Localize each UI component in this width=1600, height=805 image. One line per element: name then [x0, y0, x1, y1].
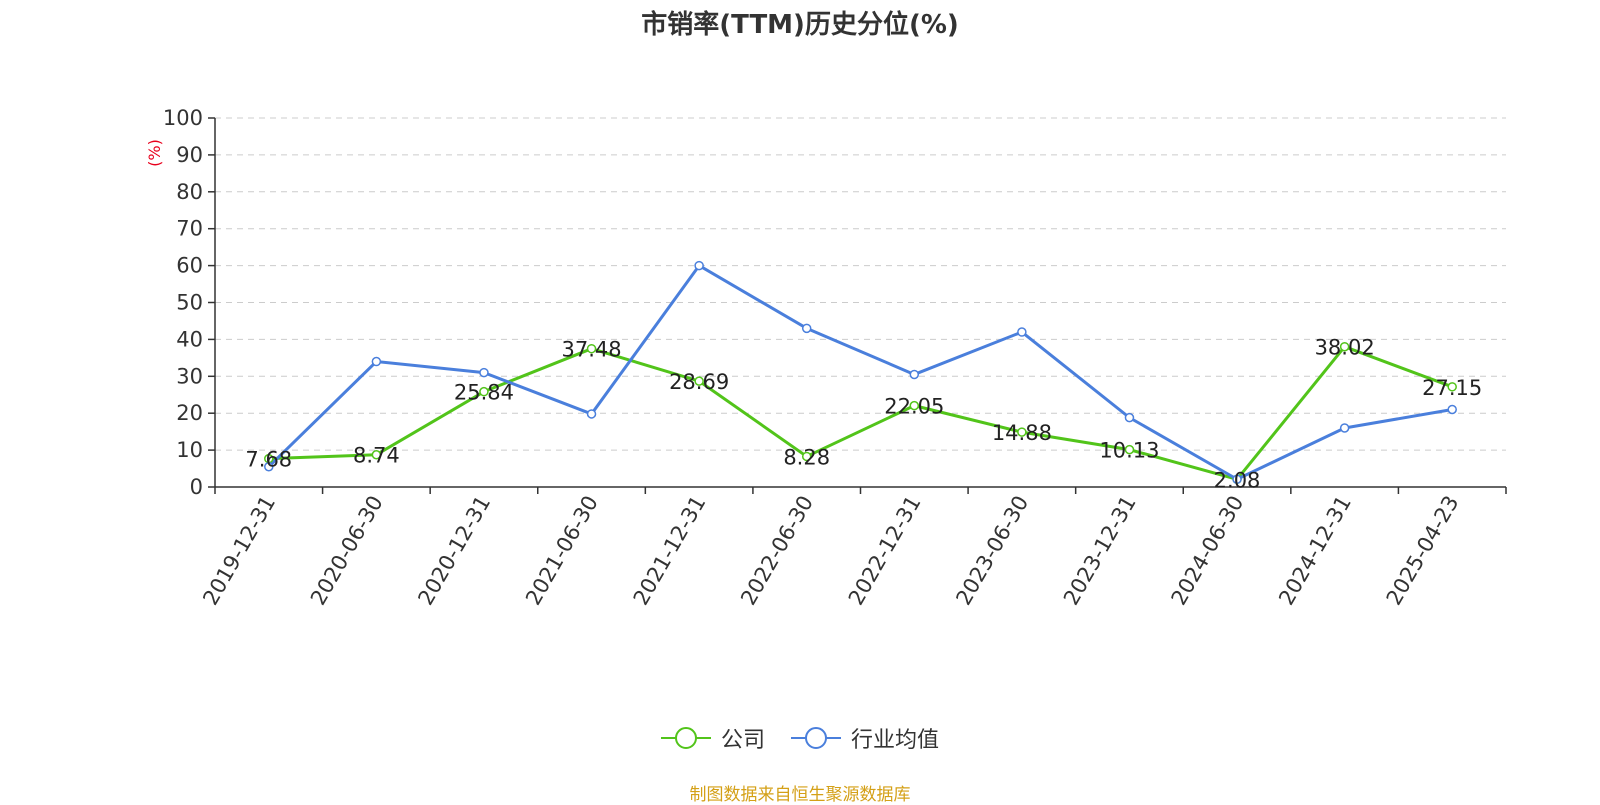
data-label: 10.13: [1099, 439, 1159, 463]
x-tick-label: 2022-06-30: [736, 492, 818, 610]
x-tick-label: 2023-12-31: [1059, 492, 1141, 610]
data-point-0[interactable]: [586, 343, 597, 354]
data-label: 37.48: [561, 338, 621, 362]
source-note: 制图数据来自恒生聚源数据库: [689, 785, 911, 805]
series-line-1: [267, 264, 1453, 481]
data-label: 8.28: [783, 445, 830, 469]
x-tick-label: 2020-12-31: [413, 492, 495, 610]
data-point-1[interactable]: [1017, 327, 1027, 337]
data-label: 14.88: [992, 421, 1052, 445]
x-axis-ticks: 2019-12-31 2020-06-30 2020-12-31 2021-06-30…: [198, 487, 1507, 610]
x-tick-label: 2025-04-23: [1382, 492, 1464, 610]
legend-item-industry[interactable]: 行业均值: [791, 722, 939, 754]
data-point-1[interactable]: [371, 356, 382, 367]
data-point-0[interactable]: [1124, 444, 1135, 455]
x-tick-label: 2019-12-31: [198, 492, 280, 610]
data-point-1[interactable]: [801, 323, 812, 334]
y-tick-label: 30: [176, 364, 203, 388]
data-label: 7.68: [245, 448, 292, 472]
y-tick-label: 80: [176, 180, 203, 204]
data-label: 2.08: [1214, 468, 1261, 492]
grid-lines: [215, 117, 1506, 451]
data-point-1[interactable]: [1339, 423, 1350, 433]
x-tick-label: 2023-06-30: [951, 492, 1033, 610]
data-label: 22.05: [884, 395, 944, 419]
x-tick-label: 2020-06-30: [306, 492, 388, 610]
data-label: 8.74: [353, 444, 400, 468]
x-tick-label: 2024-12-31: [1274, 492, 1356, 610]
data-point-1[interactable]: [586, 409, 597, 419]
data-point-1[interactable]: [264, 461, 274, 472]
y-axis-label: (%): [145, 139, 164, 167]
legend-label-company: 公司: [720, 728, 765, 753]
data-point-1[interactable]: [694, 260, 704, 271]
data-labels-layer: 7.68 8.74 25.84 37.48 28.69 8.28 22.05 14.88 10.…: [245, 336, 1482, 493]
y-tick-label: 20: [176, 401, 203, 425]
data-point-1[interactable]: [909, 369, 920, 380]
legend-item-company[interactable]: 公司: [660, 722, 765, 754]
data-point-1[interactable]: [1447, 404, 1457, 415]
y-tick-label: 40: [176, 327, 203, 351]
data-point-0[interactable]: [1447, 382, 1457, 392]
data-label: 25.84: [454, 381, 514, 405]
legend-label-industry: 行业均值: [851, 728, 940, 753]
y-tick-label: 100: [163, 106, 203, 130]
y-tick-label: 60: [176, 254, 203, 278]
series-layer: [264, 260, 1457, 485]
y-tick-label: 50: [176, 291, 203, 315]
data-point-0[interactable]: [694, 376, 704, 386]
data-label: 28.69: [669, 370, 729, 394]
data-label: 27.15: [1422, 376, 1482, 400]
data-point-1[interactable]: [1232, 474, 1242, 485]
x-tick-label: 2024-06-30: [1167, 492, 1249, 610]
series-line-0: [268, 345, 1453, 481]
legend-marker-company: [660, 727, 711, 749]
x-tick-label: 2022-12-31: [844, 492, 926, 610]
data-label: 38.02: [1315, 336, 1375, 360]
legend-marker-industry: [791, 727, 841, 749]
x-tick-label: 2021-12-31: [629, 492, 711, 610]
chart-title: 市销率(TTM)历史分位(%): [641, 10, 959, 40]
data-point-1[interactable]: [479, 367, 489, 378]
data-point-0[interactable]: [371, 449, 382, 460]
data-point-0[interactable]: [479, 386, 489, 397]
data-point-0[interactable]: [909, 400, 920, 411]
y-tick-label: 10: [176, 438, 203, 462]
data-point-0[interactable]: [801, 451, 812, 462]
y-tick-label: 70: [176, 217, 203, 241]
data-point-0[interactable]: [1017, 427, 1027, 437]
data-point-0[interactable]: [1339, 341, 1350, 352]
x-tick-label: 2021-06-30: [521, 492, 603, 610]
data-point-1[interactable]: [1124, 412, 1135, 423]
y-tick-label: 90: [176, 143, 203, 167]
y-axis-ticks: 0 10 20 30 40 50 60 70 80 90 100: [163, 106, 215, 499]
legend: 公司 行业均值: [0, 722, 1600, 754]
y-tick-label: 0: [190, 475, 203, 499]
